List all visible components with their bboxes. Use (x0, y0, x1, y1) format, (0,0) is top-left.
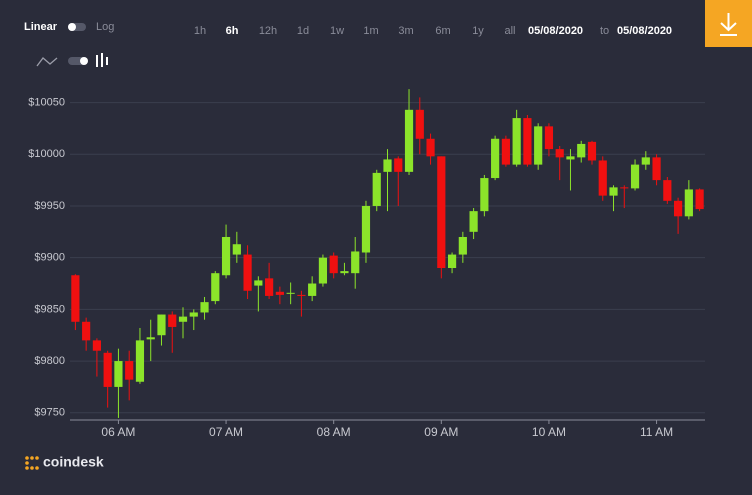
toggle-knob (80, 57, 88, 65)
range-button[interactable]: 1h (194, 25, 206, 37)
candle-body (555, 149, 564, 158)
candle-body (458, 236, 467, 255)
line-icon[interactable] (36, 57, 58, 67)
candle-body (265, 278, 274, 296)
candle-body (135, 340, 145, 382)
candle-body (146, 337, 155, 340)
range-button[interactable]: 1y (472, 25, 484, 37)
brand-logo (25, 456, 39, 470)
candle-body (103, 352, 112, 387)
candle-body (275, 291, 284, 295)
candle-body (394, 158, 403, 172)
candle-body (351, 251, 360, 274)
x-tick-label: 10 AM (532, 425, 566, 439)
y-tick-label: $9750 (34, 407, 65, 419)
candle-body (361, 205, 371, 253)
candle-body (684, 189, 693, 217)
candle-body (426, 138, 435, 157)
candle-body (243, 254, 252, 291)
date-from[interactable]: 05/08/2020 (528, 25, 583, 37)
brand-name: coindesk (43, 454, 104, 470)
candle-body (372, 172, 381, 206)
log-option[interactable]: Log (96, 21, 114, 33)
candle-body (437, 156, 446, 269)
candle-body (157, 314, 166, 336)
x-tick-label: 08 AM (317, 425, 351, 439)
candle-body (566, 156, 575, 160)
candle-body (125, 361, 134, 380)
candle-body (340, 271, 349, 274)
candle-body (221, 236, 231, 276)
candle-body (491, 138, 500, 179)
date-to[interactable]: 05/08/2020 (617, 25, 672, 37)
linear-option[interactable]: Linear (24, 21, 58, 33)
candle-body (674, 200, 683, 217)
candle-body (308, 283, 317, 296)
candle-body (329, 255, 338, 274)
candle-body (297, 294, 306, 296)
range-button[interactable]: 1m (363, 25, 378, 37)
y-tick-label: $9950 (34, 200, 65, 212)
candle-body (652, 157, 661, 181)
candle-body (286, 292, 295, 294)
plot: $9750 $9800 $9850 $9900 $9950 $10000 $10050 06 … (28, 89, 705, 439)
candle-body (168, 314, 177, 327)
candle-body (92, 340, 101, 351)
candle-body (544, 126, 554, 150)
range-button[interactable]: 1w (330, 25, 344, 37)
candle-body (609, 187, 618, 196)
range-button[interactable]: 12h (259, 25, 277, 37)
candle-body (189, 312, 198, 317)
candle-body (383, 159, 392, 172)
candle-body (663, 180, 672, 201)
candle-body (587, 141, 597, 161)
candle-body (200, 302, 209, 313)
candle-body (598, 160, 607, 196)
date-separator: to (600, 25, 609, 37)
candle-body (447, 254, 457, 269)
candle-body (82, 321, 91, 341)
y-tick-label: $9850 (34, 303, 65, 315)
x-tick-label: 09 AM (424, 425, 458, 439)
x-tick-label: 11 AM (640, 425, 673, 439)
range-button[interactable]: all (504, 25, 515, 37)
candle-body (415, 109, 424, 139)
range-buttons: 1h 6h 12h 1d 1w 1m 3m 6m 1y all (194, 25, 516, 37)
candle-body (695, 189, 704, 210)
y-tick-label: $10050 (28, 96, 65, 108)
candle-body (318, 257, 328, 284)
y-tick-label: $10000 (28, 148, 65, 160)
range-button[interactable]: 6h (226, 25, 239, 37)
x-tick-label: 07 AM (209, 425, 243, 439)
candle-body (480, 178, 489, 212)
range-button[interactable]: 6m (435, 25, 450, 37)
candle-body (469, 211, 478, 232)
y-tick-label: $9800 (34, 355, 65, 367)
download-icon (720, 13, 737, 36)
candle-body (232, 244, 241, 255)
candle-body (254, 280, 263, 286)
candle-body (114, 361, 123, 387)
candle-body (577, 143, 586, 158)
x-tick-label: 06 AM (101, 425, 135, 439)
range-button[interactable]: 1d (297, 25, 309, 37)
candle-icon[interactable] (96, 53, 108, 67)
range-button[interactable]: 3m (398, 25, 413, 37)
toggle-knob (68, 23, 76, 31)
candle-body (71, 275, 80, 322)
candle-body (630, 164, 640, 189)
candle-body (178, 316, 188, 322)
candle-body (534, 126, 543, 165)
candle-body (641, 157, 650, 165)
y-tick-label: $9900 (34, 252, 65, 264)
candle-body (501, 138, 510, 165)
candle-body (523, 118, 532, 165)
candle-body (404, 109, 414, 172)
candle-body (512, 118, 521, 165)
candle-body (620, 187, 629, 189)
candle-body (211, 273, 220, 302)
